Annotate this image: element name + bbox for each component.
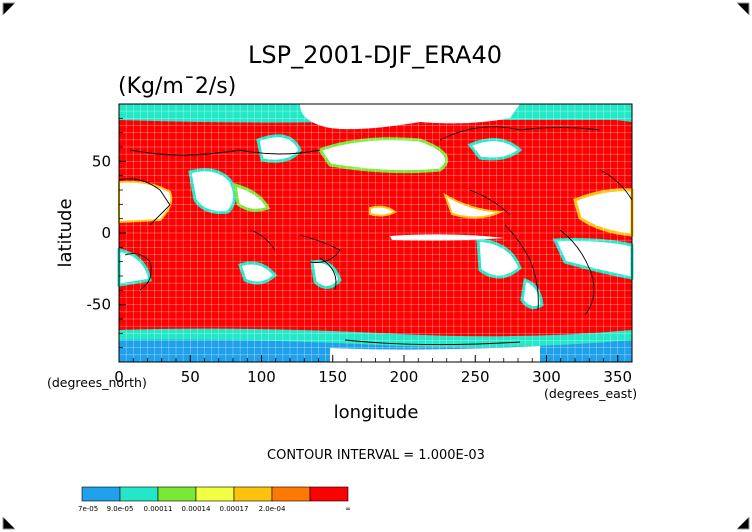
x-tick-label: 0 (114, 368, 124, 386)
chart-subtitle: (Kg/m¯2/s) (118, 74, 236, 99)
colorbar-label: 9.0e-05 (107, 505, 134, 513)
colorbar: 7e-05 9.0e-05 0.00011 0.00014 0.00017 2.0e-04… (78, 486, 351, 513)
colorbar-swatch (309, 486, 349, 502)
x-axis: 0 50 100 150 200 250 300 350 (114, 355, 633, 386)
x-tick-label: 150 (318, 368, 347, 386)
colorbar-label: 0.00017 (220, 505, 249, 513)
x-tick-label: 100 (247, 368, 276, 386)
colorbar-swatch (157, 486, 197, 502)
colorbar-swatch (271, 486, 311, 502)
y-unit-label: (degrees_north) (47, 375, 147, 390)
colorbar-swatch (119, 486, 159, 502)
colorbar-label: 0.00011 (144, 505, 173, 513)
colorbar-swatch (195, 486, 235, 502)
colorbar-swatch (233, 486, 273, 502)
x-tick-label: 250 (461, 368, 490, 386)
colorbar-label: 7e-05 (78, 505, 98, 513)
x-tick-label: 300 (532, 368, 561, 386)
chart-title: LSP_2001-DJF_ERA40 (248, 41, 502, 69)
grid-lines (118, 103, 633, 363)
x-tick-label: 350 (603, 368, 632, 386)
colorbar-label: ∞ (345, 505, 351, 513)
colorbar-swatch (81, 486, 121, 502)
colorbar-label: 2.0e-04 (259, 505, 286, 513)
y-tick-label: 50 (92, 152, 111, 170)
x-tick-label: 50 (181, 368, 200, 386)
colorbar-label: 0.00014 (182, 505, 211, 513)
y-axis: -50 0 50 (87, 117, 126, 349)
x-tick-label: 200 (390, 368, 419, 386)
x-unit-label: (degrees_east) (544, 386, 637, 401)
y-axis-title: latitude (55, 198, 76, 267)
y-tick-label: 0 (101, 224, 111, 242)
coastlines (118, 126, 633, 346)
x-axis-title: longitude (334, 402, 419, 423)
plot-area (117, 103, 634, 363)
contour-interval-note: CONTOUR INTERVAL = 1.000E-03 (267, 448, 485, 463)
y-tick-label: -50 (87, 296, 112, 314)
